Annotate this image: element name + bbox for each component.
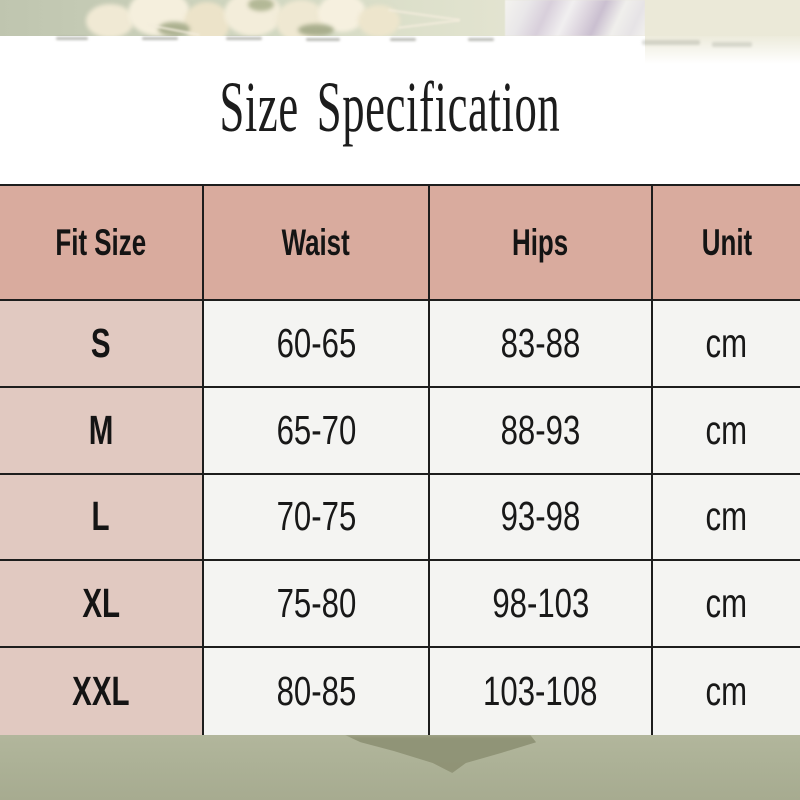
- waist-cell: 75-80: [204, 561, 430, 647]
- edge-shadow: [390, 38, 416, 41]
- header-label: Fit Size: [55, 221, 147, 263]
- table-row: XL 75-80 98-103 cm: [0, 561, 800, 649]
- unit-cell: cm: [653, 301, 800, 386]
- edge-shadow: [142, 37, 178, 40]
- edge-shadow: [226, 37, 262, 40]
- waist-cell: 65-70: [204, 387, 430, 473]
- header-label: Unit: [701, 221, 752, 263]
- size-cell: S: [0, 301, 204, 386]
- waist-value: 70-75: [276, 493, 356, 540]
- edge-shadow: [642, 40, 700, 45]
- size-label: XXL: [72, 668, 130, 715]
- hips-cell: 88-93: [430, 387, 653, 473]
- edge-shadow: [468, 38, 494, 41]
- size-cell: M: [0, 387, 204, 473]
- unit-value: cm: [705, 493, 748, 540]
- table-row: M 65-70 88-93 cm: [0, 387, 800, 475]
- size-label: M: [88, 406, 114, 453]
- title-row: Size Specification: [0, 66, 790, 147]
- header-label: Hips: [512, 221, 569, 263]
- table-row: S 60-65 83-88 cm: [0, 301, 800, 388]
- waist-cell: 70-75: [204, 474, 430, 560]
- unit-value: cm: [705, 668, 748, 715]
- edge-shadow: [56, 37, 88, 40]
- hips-cell: 98-103: [430, 561, 653, 647]
- table-row: XXL 80-85 103-108 cm: [0, 648, 800, 735]
- hips-value: 88-93: [500, 406, 581, 453]
- size-cell: XL: [0, 561, 204, 647]
- unit-cell: cm: [653, 561, 800, 647]
- table-header-row: Fit Size Waist Hips Unit: [0, 184, 800, 301]
- unit-value: cm: [705, 580, 748, 627]
- size-label: L: [91, 493, 111, 540]
- header-cell-waist: Waist: [204, 186, 430, 299]
- header-cell-hips: Hips: [430, 186, 653, 299]
- cream-surface: [645, 0, 800, 64]
- size-label: XL: [82, 580, 120, 627]
- waist-cell: 60-65: [204, 301, 430, 386]
- stem-decoration: [398, 19, 460, 29]
- hips-value: 98-103: [491, 580, 590, 627]
- waist-value: 75-80: [276, 580, 356, 627]
- waist-cell: 80-85: [204, 648, 430, 735]
- size-table: Fit Size Waist Hips Unit S 60-65 83-88 c…: [0, 184, 800, 735]
- edge-shadow: [306, 38, 340, 41]
- waist-value: 60-65: [276, 319, 356, 366]
- size-cell: L: [0, 474, 204, 560]
- leaf-decoration: [248, 0, 274, 11]
- unit-value: cm: [705, 319, 748, 366]
- hips-cell: 83-88: [430, 301, 653, 386]
- waist-value: 65-70: [276, 406, 356, 453]
- edge-shadow: [712, 42, 752, 47]
- header-cell-unit: Unit: [653, 186, 800, 299]
- leaf-decoration: [298, 24, 334, 36]
- hips-value: 83-88: [500, 319, 581, 366]
- size-label: S: [91, 319, 111, 366]
- hips-cell: 103-108: [430, 648, 653, 735]
- hips-cell: 93-98: [430, 474, 653, 560]
- flower-decoration: [184, 2, 230, 36]
- page-title: Size Specification: [219, 66, 561, 147]
- waist-value: 80-85: [276, 668, 356, 715]
- size-cell: XXL: [0, 648, 204, 735]
- hips-value: 103-108: [483, 668, 598, 715]
- unit-value: cm: [705, 406, 748, 453]
- flower-decoration: [86, 4, 134, 36]
- hips-value: 93-98: [500, 493, 581, 540]
- unit-cell: cm: [653, 387, 800, 473]
- header-label: Waist: [281, 221, 351, 263]
- unit-cell: cm: [653, 648, 800, 735]
- header-cell-fit-size: Fit Size: [0, 186, 204, 299]
- unit-cell: cm: [653, 474, 800, 560]
- crystal-decoration: [505, 0, 645, 36]
- table-row: L 70-75 93-98 cm: [0, 474, 800, 562]
